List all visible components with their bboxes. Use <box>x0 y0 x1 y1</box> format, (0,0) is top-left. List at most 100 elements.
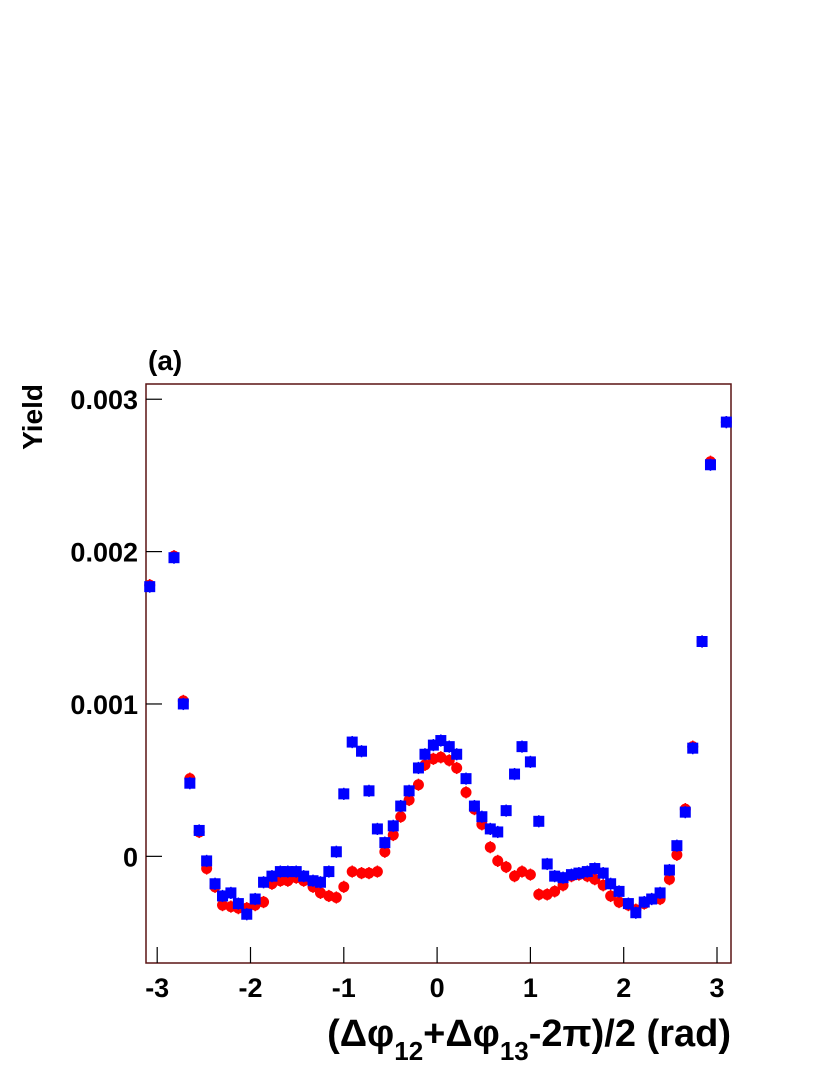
data-point <box>356 745 368 757</box>
data-point <box>597 867 609 879</box>
data-point <box>581 866 593 878</box>
data-point <box>371 866 383 878</box>
x-label-part: +Δφ <box>423 1013 500 1055</box>
x-tick-label: -3 <box>145 973 169 1003</box>
x-tick-label: 0 <box>430 973 445 1003</box>
data-point <box>225 887 237 899</box>
data-point <box>379 837 391 849</box>
y-tick-label: 0.001 <box>70 690 138 720</box>
data-point <box>201 855 213 867</box>
data-point <box>249 893 261 905</box>
data-point <box>346 866 358 878</box>
data-point <box>484 823 496 835</box>
data-point <box>403 785 415 797</box>
data-point <box>363 785 375 797</box>
data-point <box>282 866 294 878</box>
data-point <box>516 866 528 878</box>
data-point <box>613 896 625 908</box>
data-point <box>193 824 205 836</box>
data-point <box>323 866 335 878</box>
data-point <box>403 794 415 806</box>
data-point <box>492 855 504 867</box>
data-point <box>258 876 270 888</box>
data-point <box>500 805 512 817</box>
data-point <box>144 581 156 593</box>
data-point <box>565 869 577 881</box>
data-point <box>395 800 407 812</box>
x-tick-label: 1 <box>523 973 538 1003</box>
data-point <box>646 893 658 905</box>
data-point <box>419 748 431 760</box>
data-point <box>314 887 326 899</box>
data-point <box>435 735 447 747</box>
y-tick-label: 0.003 <box>70 385 138 415</box>
data-point <box>687 742 699 754</box>
data-point <box>500 861 512 873</box>
data-point <box>298 870 310 882</box>
data-point <box>314 876 326 888</box>
data-point <box>387 820 399 832</box>
data-point <box>217 899 229 911</box>
data-point <box>168 552 180 564</box>
data-point <box>427 739 439 751</box>
data-point <box>282 875 294 887</box>
data-point <box>573 867 585 879</box>
data-point <box>524 756 536 768</box>
data-point <box>613 885 625 897</box>
data-point <box>516 741 528 753</box>
data-point <box>346 736 358 748</box>
data-point <box>266 870 278 882</box>
data-point <box>671 849 683 861</box>
data-point <box>509 768 521 780</box>
data-point <box>663 864 675 876</box>
y-tick-label: 0.002 <box>70 538 138 568</box>
data-point <box>696 636 708 648</box>
data-point <box>412 779 424 791</box>
data-point <box>704 459 716 471</box>
data-point <box>557 872 569 884</box>
data-point <box>549 885 561 897</box>
data-point <box>460 786 472 798</box>
data-point <box>605 878 617 890</box>
plot-frame <box>145 383 732 964</box>
x-label-subscript: 12 <box>394 1036 423 1066</box>
data-point <box>460 773 472 785</box>
data-point <box>476 811 488 823</box>
data-point <box>663 873 675 885</box>
y-axis-label: Yield <box>17 384 48 450</box>
x-tick-label: -2 <box>238 973 262 1003</box>
data-point <box>232 898 244 910</box>
data-point <box>720 416 732 428</box>
data-point <box>290 866 302 878</box>
x-label-subscript: 13 <box>500 1036 529 1066</box>
data-point <box>622 898 634 910</box>
data-point <box>541 858 553 870</box>
data-point <box>605 890 617 902</box>
data-point <box>209 878 221 890</box>
x-tick-label: 2 <box>616 973 631 1003</box>
data-point <box>379 846 391 858</box>
data-point <box>638 896 650 908</box>
data-point <box>217 890 229 902</box>
data-point <box>443 741 455 753</box>
data-point <box>671 840 683 852</box>
data-point <box>679 806 691 818</box>
y-tick-label: 0 <box>123 842 138 872</box>
data-point <box>184 777 196 789</box>
data-point <box>492 826 504 838</box>
panel-label: (a) <box>148 345 182 376</box>
data-point <box>484 841 496 853</box>
x-label-part: (Δφ <box>327 1013 394 1055</box>
data-point <box>274 866 286 878</box>
data-point <box>451 762 463 774</box>
data-point <box>524 869 536 881</box>
data-point <box>589 863 601 875</box>
data-point <box>338 881 350 893</box>
data-point <box>338 788 350 800</box>
data-point <box>654 887 666 899</box>
data-point <box>533 888 545 900</box>
data-point <box>549 870 561 882</box>
data-point <box>387 829 399 841</box>
